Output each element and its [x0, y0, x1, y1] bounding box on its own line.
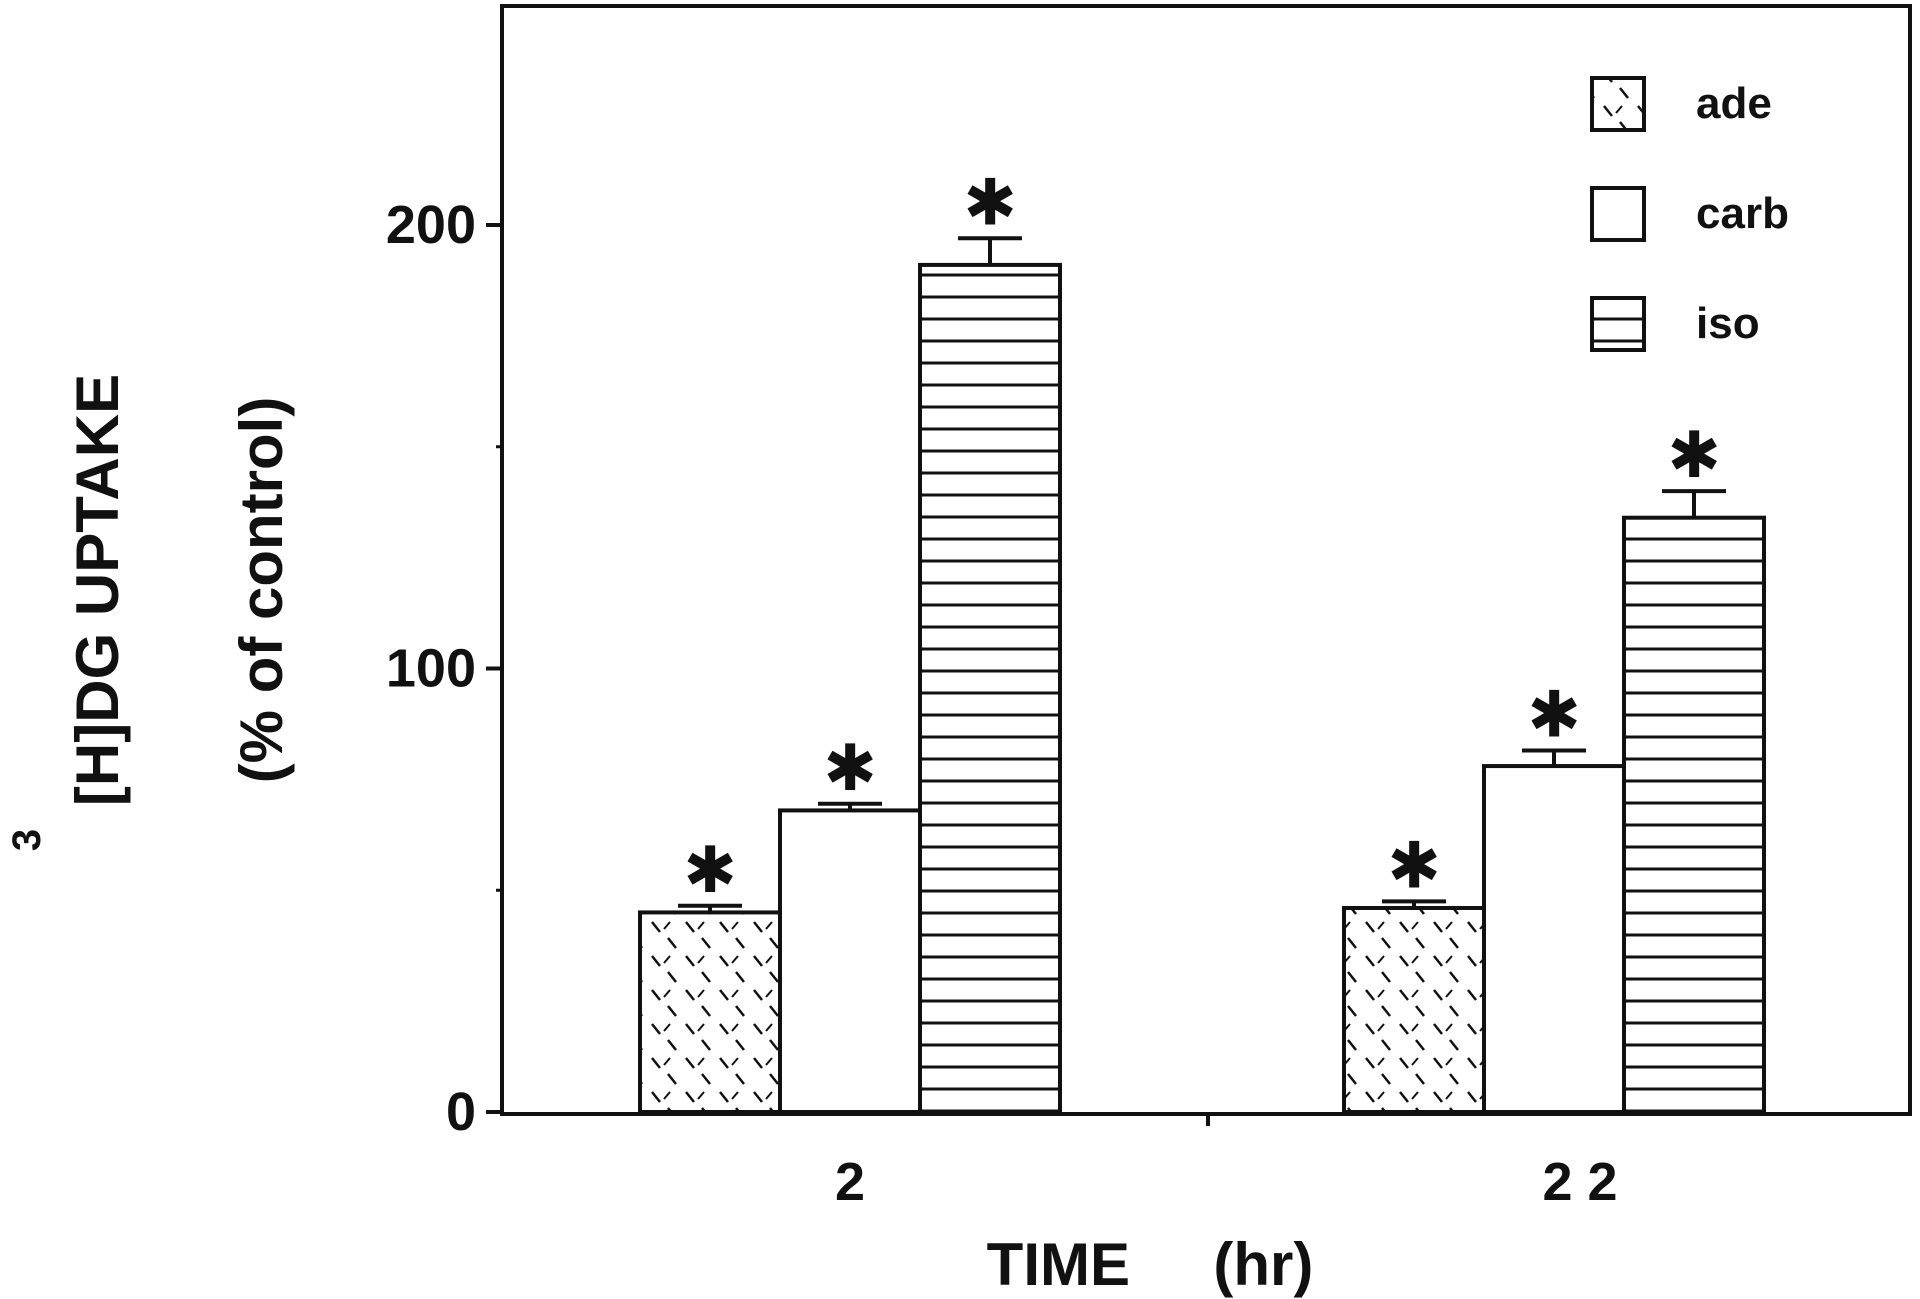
legend: ade carb iso: [1590, 76, 1789, 352]
y-axis-ticks: 0 100 200: [386, 195, 502, 1142]
significance-star: ✱: [1387, 829, 1441, 903]
y-tick-label: 0: [446, 1082, 476, 1142]
legend-label-iso: iso: [1696, 299, 1760, 348]
bar-iso-0: [918, 262, 1062, 1115]
legend-label-carb: carb: [1696, 189, 1789, 238]
bar-ade-0: [638, 910, 782, 1114]
significance-star: ✱: [823, 732, 877, 806]
significance-star: ✱: [683, 834, 737, 908]
y-axis-title: 3 [H]DG UPTAKE (% of control): [5, 374, 295, 851]
x-axis-title: TIME (hr): [987, 1231, 1314, 1298]
y-tick-label: 100: [386, 639, 476, 699]
x-axis-categories: 2 2 2: [835, 1112, 1618, 1212]
significance-star: ✱: [1667, 419, 1721, 493]
significance-star: ✱: [963, 166, 1017, 240]
y-tick-label: 200: [386, 195, 476, 255]
legend-swatch-ade: [1590, 76, 1646, 132]
bar-carb-0: [778, 808, 922, 1114]
legend-label-ade: ade: [1696, 79, 1772, 128]
legend-swatch-iso: [1590, 296, 1646, 352]
x-category-label: 2 2: [1542, 1152, 1617, 1212]
y-axis-title-line1: [H]DG UPTAKE: [64, 374, 131, 806]
y-axis-title-line2: (% of control): [228, 397, 295, 784]
significance-star: ✱: [1527, 679, 1581, 753]
y-axis-superscript: 3: [5, 829, 49, 851]
bar-ade-1: [1342, 905, 1486, 1114]
legend-swatch-carb: [1590, 186, 1646, 242]
bars: ✱ ✱ ✱ ✱ ✱ ✱: [638, 166, 1766, 1115]
x-category-label: 2: [835, 1152, 865, 1212]
bar-iso-1: [1622, 515, 1766, 1114]
bar-carb-1: [1482, 764, 1626, 1114]
